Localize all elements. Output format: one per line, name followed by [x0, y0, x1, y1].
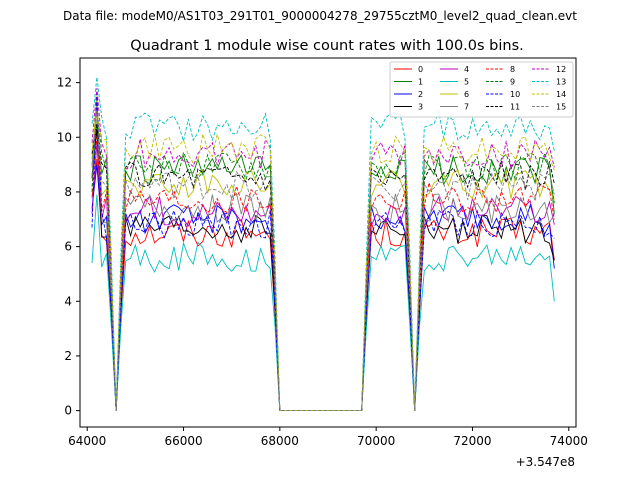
x-tick-label: 68000 [261, 434, 299, 448]
legend-label-3: 3 [418, 103, 423, 112]
x-tick-label: 66000 [164, 434, 202, 448]
series-line-15 [91, 109, 555, 412]
y-tick-label: 4 [64, 294, 72, 308]
legend-label-14: 14 [556, 90, 566, 99]
legend-label-5: 5 [464, 78, 469, 87]
y-tick-label: 10 [57, 130, 72, 144]
legend-box [389, 61, 574, 118]
legend-label-2: 2 [418, 90, 423, 99]
x-tick-label: 64000 [68, 434, 106, 448]
y-tick-label: 6 [64, 240, 72, 254]
x-tick-label: 72000 [453, 434, 491, 448]
y-tick-label: 2 [64, 349, 72, 363]
x-tick-label: 70000 [357, 434, 395, 448]
legend-label-12: 12 [556, 65, 566, 74]
y-tick-label: 8 [64, 185, 72, 199]
x-offset-label: +3.547e8 [516, 455, 575, 469]
legend-label-7: 7 [464, 103, 469, 112]
y-tick-label: 0 [64, 404, 72, 418]
chart-title: Quadrant 1 module wise count rates with … [130, 38, 524, 54]
legend-label-11: 11 [510, 103, 520, 112]
legend-label-15: 15 [556, 103, 566, 112]
legend-label-4: 4 [464, 65, 469, 74]
x-tick-label: 74000 [550, 434, 588, 448]
legend-label-6: 6 [464, 90, 469, 99]
series-line-14 [91, 112, 555, 412]
x-axis: 64000 66000 68000 70000 72000 74000 [68, 427, 588, 448]
legend-label-1: 1 [418, 78, 423, 87]
axes-frame [79, 57, 577, 428]
legend-label-9: 9 [510, 78, 515, 87]
legend-label-0: 0 [418, 65, 423, 74]
legend-label-13: 13 [556, 78, 566, 87]
legend-label-8: 8 [510, 65, 515, 74]
suptitle: Data file: modeM0/AS1T03_291T01_90000042… [63, 9, 577, 23]
series-layer [91, 77, 555, 412]
y-tick-label: 12 [57, 76, 72, 90]
y-axis: 0 2 4 6 8 10 12 [57, 76, 80, 418]
series-line-10 [91, 93, 555, 412]
legend-label-10: 10 [510, 90, 520, 99]
series-line-9 [91, 109, 555, 412]
